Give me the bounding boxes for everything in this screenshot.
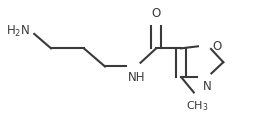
Text: H$_2$N: H$_2$N [6,23,30,38]
Text: O: O [152,6,161,19]
Text: O: O [213,39,222,52]
Text: NH: NH [128,70,145,83]
Text: N: N [203,80,212,92]
Text: CH$_3$: CH$_3$ [186,99,208,112]
